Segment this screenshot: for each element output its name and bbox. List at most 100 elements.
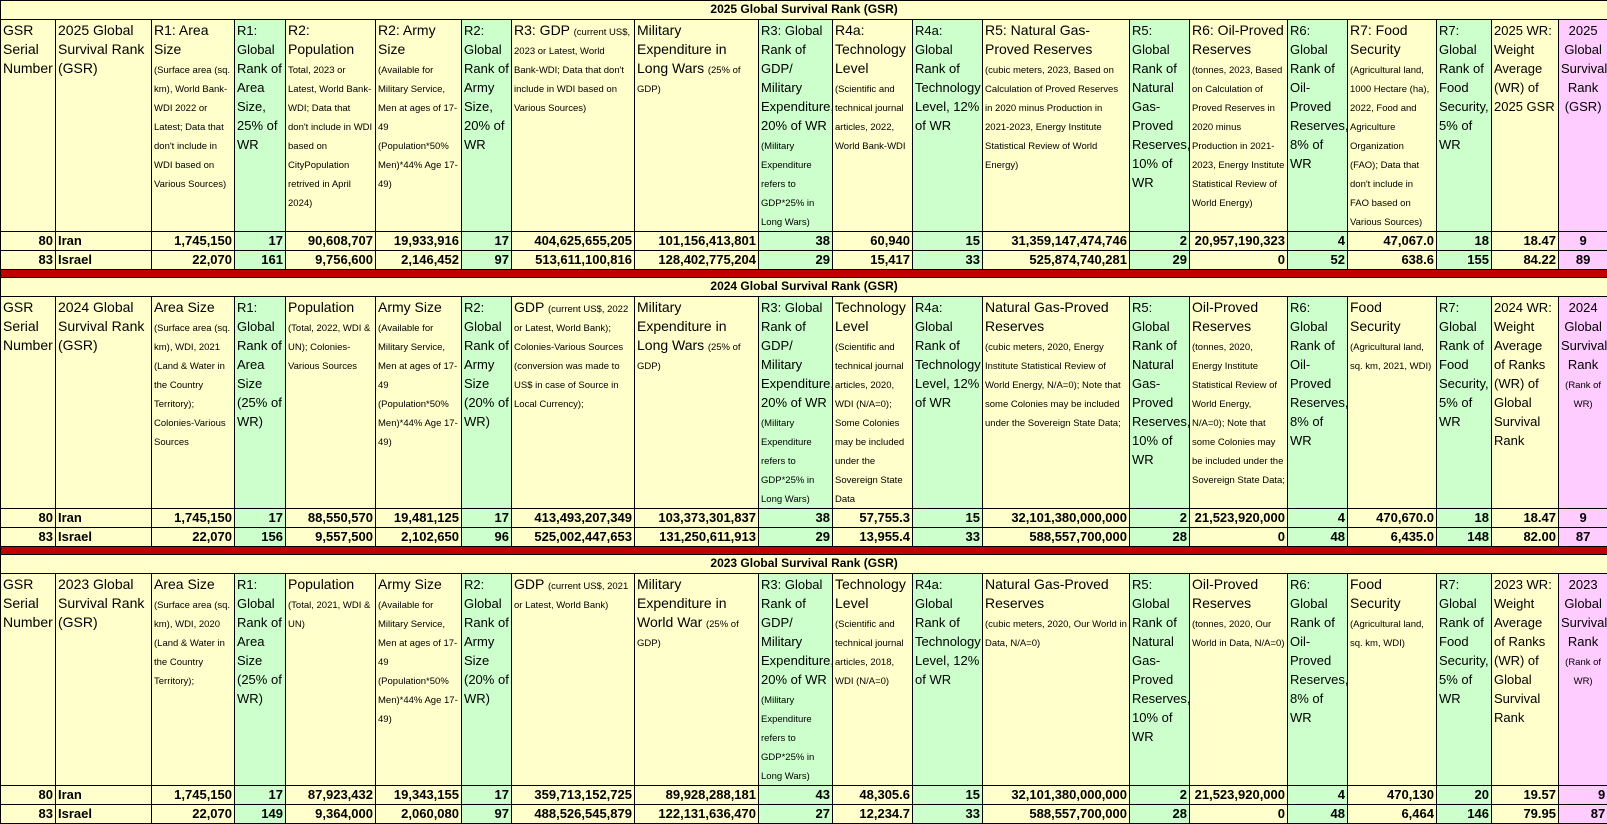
col-header: 2023 Global Survival Rank (GSR) — [58, 576, 144, 630]
col-header: 2025 Global Survival Rank (GSR) — [58, 22, 144, 76]
col-header: R6: Global Rank of Oil-Proved Reserves, … — [1290, 577, 1348, 725]
cell: 101,156,413,801 — [635, 232, 759, 251]
cell: 155 — [1437, 251, 1492, 270]
header-row: GSR Serial Number 2024 Global Survival R… — [1, 297, 1607, 509]
cell: 103,373,301,837 — [635, 509, 759, 528]
header-row: GSR Serial Number 2023 Global Survival R… — [1, 574, 1607, 786]
col-header: R2: Army Size — [378, 22, 436, 57]
cell: 83 — [1, 805, 56, 824]
cell: 96 — [462, 528, 512, 547]
col-header: R5: Global Rank of Natural Gas-Proved Re… — [1132, 300, 1190, 467]
col-header-note: (Available for Military Service, Men at … — [378, 323, 458, 448]
col-header: R5: Global Rank of Natural Gas-Proved Re… — [1132, 23, 1190, 190]
table-row: 83 Israel 22,070 156 9,557,500 2,102,650… — [1, 528, 1607, 547]
cell: 79.95 — [1492, 805, 1559, 824]
col-header-note: (Agricultural land, sq. km, WDI) — [1350, 619, 1424, 649]
cell: 488,526,545,879 — [512, 805, 635, 824]
cell: 588,557,700,000 — [983, 805, 1130, 824]
cell: 18.47 — [1492, 509, 1559, 528]
cell: 48 — [1288, 805, 1348, 824]
cell: 525,874,740,281 — [983, 251, 1130, 270]
col-header-note: (Rank of WR) — [1565, 657, 1601, 687]
cell: 18.47 — [1492, 232, 1559, 251]
col-header-note: (Total, 2021, WDI & UN) — [288, 600, 370, 630]
cell: 148 — [1437, 528, 1492, 547]
cell: 1,745,150 — [152, 232, 235, 251]
col-header: R7: Global Rank of Food Security, 5% of … — [1439, 23, 1489, 152]
cell: 413,493,207,349 — [512, 509, 635, 528]
cell: 17 — [462, 786, 512, 805]
cell: 588,557,700,000 — [983, 528, 1130, 547]
cell: 19.57 — [1492, 786, 1559, 805]
cell: Israel — [56, 805, 152, 824]
col-header: R5: Global Rank of Natural Gas-Proved Re… — [1132, 577, 1190, 744]
cell: 29 — [759, 528, 833, 547]
cell: 28 — [1130, 528, 1190, 547]
col-header: Oil-Proved Reserves — [1192, 299, 1258, 334]
col-header: R4a: Global Rank of Technology Level, 12… — [915, 577, 981, 687]
col-header: R2: Global Rank of Army Size, 20% of WR — [464, 23, 509, 152]
col-header-note: (Surface area (sq. km), WDI, 2021 (Land … — [154, 323, 230, 448]
cell: 52 — [1288, 251, 1348, 270]
cell: 29 — [759, 251, 833, 270]
cell: Iran — [56, 232, 152, 251]
table-row: 80 Iran 1,745,150 17 87,923,432 19,343,1… — [1, 786, 1607, 805]
col-header: Food Security — [1350, 299, 1401, 334]
cell: 22,070 — [152, 528, 235, 547]
cell: 84.22 — [1492, 251, 1559, 270]
cell: 4 — [1288, 509, 1348, 528]
cell: 19,343,155 — [376, 786, 462, 805]
cell: 57,755.3 — [833, 509, 913, 528]
cell: 27 — [759, 805, 833, 824]
col-header: Army Size — [378, 576, 442, 592]
cell: 638.6 — [1348, 251, 1437, 270]
cell: 12,234.7 — [833, 805, 913, 824]
col-header-note: (Agricultural land, 1000 Hectare (ha), 2… — [1350, 65, 1429, 228]
col-header-note: (Scientific and technical journal articl… — [835, 84, 906, 152]
col-header-note: (tonnes, 2020, Our World in Data, N/A=0) — [1192, 619, 1285, 649]
col-header: R6: Oil-Proved Reserves — [1192, 22, 1284, 57]
cell: 97 — [462, 805, 512, 824]
col-header: R1: Global Rank of Area Size (25% of WR) — [237, 577, 282, 706]
cell: 6,464 — [1348, 805, 1437, 824]
col-header: GSR Serial Number — [3, 576, 53, 630]
cell: 1,745,150 — [152, 786, 235, 805]
cell: 17 — [235, 509, 286, 528]
cell: 20 — [1437, 786, 1492, 805]
col-header: R2: Global Rank of Army Size (20% of WR) — [464, 577, 509, 706]
cell: 146 — [1437, 805, 1492, 824]
cell: 83 — [1, 251, 56, 270]
col-header-note: (Scientific and technical journal articl… — [835, 619, 904, 687]
cell: 9 — [1559, 232, 1607, 251]
cell: 90,608,707 — [286, 232, 376, 251]
cell: 20,957,190,323 — [1190, 232, 1288, 251]
cell: 0 — [1190, 528, 1288, 547]
col-header-note: (Military Expenditure refers to GDP*25% … — [761, 418, 814, 505]
col-header-note: (Total, 2022, WDI & UN); Colonies-Variou… — [288, 323, 370, 372]
col-header: Army Size — [378, 299, 442, 315]
cell: 15 — [913, 509, 983, 528]
cell: 87 — [1559, 805, 1607, 824]
cell: 513,611,100,816 — [512, 251, 635, 270]
cell: 17 — [235, 786, 286, 805]
cell: 17 — [235, 232, 286, 251]
col-header-note: (Available for Military Service, Men at … — [378, 65, 458, 190]
cell: 2,146,452 — [376, 251, 462, 270]
cell: 17 — [462, 232, 512, 251]
col-header: R7: Food Security — [1350, 22, 1408, 57]
col-header: R7: Global Rank of Food Security, 5% of … — [1439, 577, 1489, 706]
col-header: Area Size — [154, 299, 215, 315]
col-header: R2: Global Rank of Army Size (20% of WR) — [464, 300, 509, 429]
cell: 9,756,600 — [286, 251, 376, 270]
col-header-note: (Surface area (sq. km), World Bank-WDI 2… — [154, 65, 230, 190]
cell: 2,060,080 — [376, 805, 462, 824]
col-header: R3: Global Rank of GDP/ Military Expendi… — [761, 577, 833, 687]
cell: 29 — [1130, 251, 1190, 270]
col-header-note: (Available for Military Service, Men at … — [378, 600, 458, 725]
cell: 60,940 — [833, 232, 913, 251]
col-header: Oil-Proved Reserves — [1192, 576, 1258, 611]
cell: Iran — [56, 786, 152, 805]
cell: 470,670.0 — [1348, 509, 1437, 528]
cell: Israel — [56, 528, 152, 547]
cell: 22,070 — [152, 805, 235, 824]
